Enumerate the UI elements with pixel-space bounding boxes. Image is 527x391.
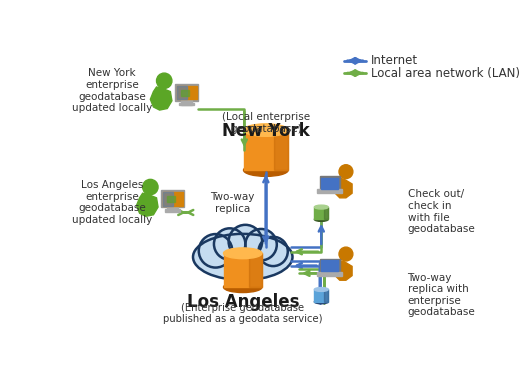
Polygon shape bbox=[249, 253, 262, 287]
Text: (Local enterprise
geodatabase): (Local enterprise geodatabase) bbox=[222, 112, 310, 134]
Bar bbox=[177, 86, 187, 99]
Bar bbox=[175, 84, 198, 101]
Text: Local area network (LAN): Local area network (LAN) bbox=[370, 66, 520, 80]
Text: Internet: Internet bbox=[370, 54, 418, 67]
Ellipse shape bbox=[223, 248, 262, 259]
Polygon shape bbox=[136, 193, 158, 216]
Polygon shape bbox=[335, 178, 352, 198]
Bar bbox=[320, 259, 340, 273]
Ellipse shape bbox=[223, 282, 262, 292]
Text: Los Angeles
enterprise
geodatabase
updated locally: Los Angeles enterprise geodatabase updat… bbox=[72, 180, 152, 225]
Circle shape bbox=[258, 237, 288, 266]
Bar bbox=[321, 260, 338, 271]
Bar bbox=[181, 90, 189, 96]
Ellipse shape bbox=[315, 217, 328, 221]
Text: (Enterprise geodatabase
published as a geodata service): (Enterprise geodatabase published as a g… bbox=[163, 303, 323, 324]
Circle shape bbox=[199, 234, 232, 267]
Bar bbox=[320, 176, 340, 190]
Text: New York: New York bbox=[222, 122, 310, 140]
Polygon shape bbox=[324, 207, 328, 219]
Bar bbox=[315, 289, 328, 302]
Bar bbox=[243, 130, 288, 170]
Circle shape bbox=[229, 225, 262, 258]
Bar bbox=[163, 192, 183, 206]
Polygon shape bbox=[274, 130, 288, 170]
Bar bbox=[315, 207, 328, 219]
Text: New York
enterprise
geodatabase
updated locally: New York enterprise geodatabase updated … bbox=[72, 68, 152, 113]
Polygon shape bbox=[150, 87, 172, 110]
Ellipse shape bbox=[243, 124, 288, 136]
Bar bbox=[161, 190, 184, 207]
Text: Two-way
replica: Two-way replica bbox=[211, 192, 255, 214]
Circle shape bbox=[339, 165, 353, 179]
Polygon shape bbox=[335, 260, 352, 280]
Circle shape bbox=[143, 179, 158, 195]
Circle shape bbox=[157, 73, 172, 88]
Text: Los Angeles: Los Angeles bbox=[187, 293, 299, 311]
Bar bbox=[321, 178, 338, 188]
Bar bbox=[177, 86, 197, 99]
Bar bbox=[165, 210, 180, 212]
Circle shape bbox=[246, 229, 277, 260]
Bar bbox=[223, 253, 262, 287]
Text: Two-way
replica with
enterprise
geodatabase: Two-way replica with enterprise geodatab… bbox=[407, 273, 475, 317]
Bar bbox=[163, 192, 173, 206]
Bar bbox=[317, 272, 342, 276]
Ellipse shape bbox=[315, 300, 328, 304]
Bar bbox=[179, 103, 194, 106]
Circle shape bbox=[339, 247, 353, 261]
Ellipse shape bbox=[315, 205, 328, 209]
Polygon shape bbox=[324, 289, 328, 302]
Bar bbox=[317, 189, 342, 193]
Ellipse shape bbox=[193, 234, 292, 280]
Bar bbox=[181, 100, 192, 105]
Ellipse shape bbox=[243, 164, 288, 176]
Bar bbox=[167, 196, 175, 203]
Ellipse shape bbox=[315, 287, 328, 291]
Text: Check out/
check in
with file
geodatabase: Check out/ check in with file geodatabas… bbox=[407, 189, 475, 234]
Circle shape bbox=[214, 228, 246, 260]
Bar bbox=[167, 206, 178, 211]
